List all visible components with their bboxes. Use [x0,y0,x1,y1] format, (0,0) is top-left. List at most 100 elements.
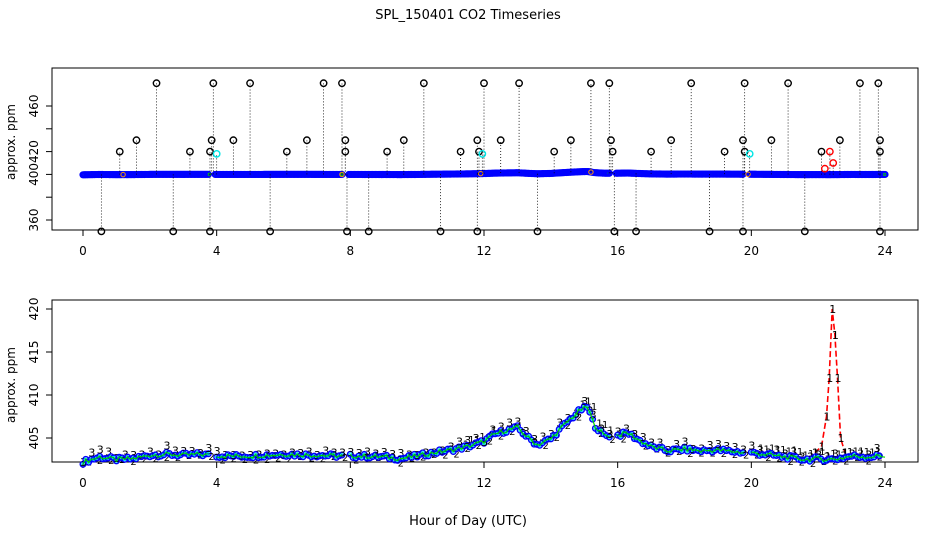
flag-point [383,147,391,156]
series-3-inner [682,445,687,449]
series-2-marker: 2 [609,435,615,446]
flag-point [608,147,617,156]
spike-high-point [246,79,254,88]
series-3-marker: 3 [289,447,296,460]
series-3-point [589,415,597,423]
series-3-marker: 3 [874,442,881,455]
series-3-point [875,452,883,460]
plot-box [51,299,919,463]
series-1-marker: 1 [602,420,608,431]
spike-high-point [605,79,614,88]
series-3-marker: 3 [306,446,313,459]
flag-point [186,147,194,156]
flag-point [667,136,676,145]
x-tick-label: 24 [877,476,892,490]
series-3-marker: 3 [97,443,104,456]
baseline-point-inner [339,172,344,177]
x-tick-label: 12 [476,476,491,490]
spike-high-point [874,79,883,88]
red-flag-point [825,147,834,156]
baseline-point [338,170,346,179]
spike-high-point [856,79,864,88]
y-tick-label: 410 [27,384,41,407]
series-1-marker: 1 [775,445,781,456]
series-2-marker: 2 [442,450,448,461]
series-1-marker: 1 [769,444,775,455]
series-3-marker: 3 [790,445,797,458]
spike-high-point [587,79,595,88]
spike-high-point [209,79,218,88]
series-3-marker: 3 [423,446,430,459]
series-3-marker: 3 [581,395,588,408]
y-axis-title-bottom: approx. ppm [4,347,18,423]
spike-high-point [515,79,523,88]
y-axis-title-top: approx. ppm [4,104,18,180]
flag-point [496,136,505,145]
series-3-marker: 3 [356,447,363,460]
flag-point [207,136,216,145]
series-3-marker: 3 [656,437,663,450]
flag-point [473,136,482,145]
series-2-marker: 2 [320,454,326,465]
series-1-marker: 1 [832,329,839,342]
series-2-marker: 2 [97,456,103,467]
series-3-marker: 3 [372,448,379,461]
series-3-marker: 3 [397,447,404,460]
spike-low-point [206,227,214,236]
series-2-line [349,405,610,462]
series-2-marker: 2 [487,437,493,448]
series-2-marker: 2 [342,453,348,464]
spike-high-point [740,79,749,88]
x-tick-label: 24 [877,244,892,258]
flag-point [647,147,655,156]
series-1-marker: 1 [608,426,614,437]
accent-point [477,170,484,177]
series-1-marker: 1 [819,447,825,458]
y-tick-label: 405 [27,427,41,450]
accent-point [588,169,594,175]
series-3-inner [574,412,578,417]
series-3-marker: 3 [682,436,689,449]
series-3-inner [785,457,790,462]
series-3-marker: 3 [615,425,622,438]
series-2-marker: 2 [576,413,582,424]
series-1-marker: 1 [841,448,847,459]
series-3-marker: 3 [205,442,212,455]
series-3-marker: 3 [640,431,647,444]
series-3-marker: 3 [448,441,455,454]
series-3-marker: 3 [105,445,112,458]
flag-point [341,136,350,145]
flag-point [229,136,238,145]
red-flag-point [829,159,838,167]
spike-low-point [343,227,351,236]
series-3-marker: 3 [364,446,371,459]
series-1-marker: 1 [824,411,831,424]
series-2-marker: 2 [476,441,482,452]
series-3-marker: 3 [556,416,563,429]
series-3-marker: 3 [130,449,137,462]
series-2-marker: 2 [309,453,315,464]
flag-point [566,136,575,145]
series-3-marker: 3 [347,446,354,459]
series-2-marker: 2 [130,457,136,468]
series-3-marker: 3 [214,445,221,458]
series-3-marker: 3 [815,448,822,461]
series-3-marker: 3 [598,423,605,436]
series-3-marker: 3 [798,450,805,463]
series-2-marker: 2 [687,449,693,460]
y-tick-label: 420 [27,140,41,163]
series-2-marker: 2 [810,459,816,470]
spike-low-point [364,227,373,236]
series-3-point [586,408,594,416]
series-1-marker: 1 [591,402,597,413]
x-axis-title: Hour of Day (UTC) [409,514,527,529]
series-1-marker: 1 [786,446,792,457]
series-3-marker: 3 [740,444,747,457]
series-1-marker: 1 [468,435,474,446]
series-2-marker: 2 [164,453,170,464]
spike-low-point [632,227,640,236]
series-2-marker: 2 [398,458,404,469]
cyan-flag-point [478,149,487,158]
series-2-marker: 2 [108,456,114,467]
